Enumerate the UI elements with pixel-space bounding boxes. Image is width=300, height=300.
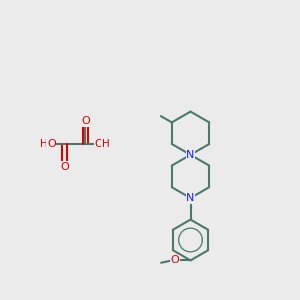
Text: O: O [60,161,69,172]
Text: O: O [47,139,56,149]
Text: H: H [40,139,48,149]
Text: H: H [102,139,110,149]
Text: N: N [186,150,195,160]
Text: N: N [186,193,195,203]
Text: O: O [170,255,179,266]
Text: O: O [81,116,90,127]
Text: O: O [94,139,103,149]
